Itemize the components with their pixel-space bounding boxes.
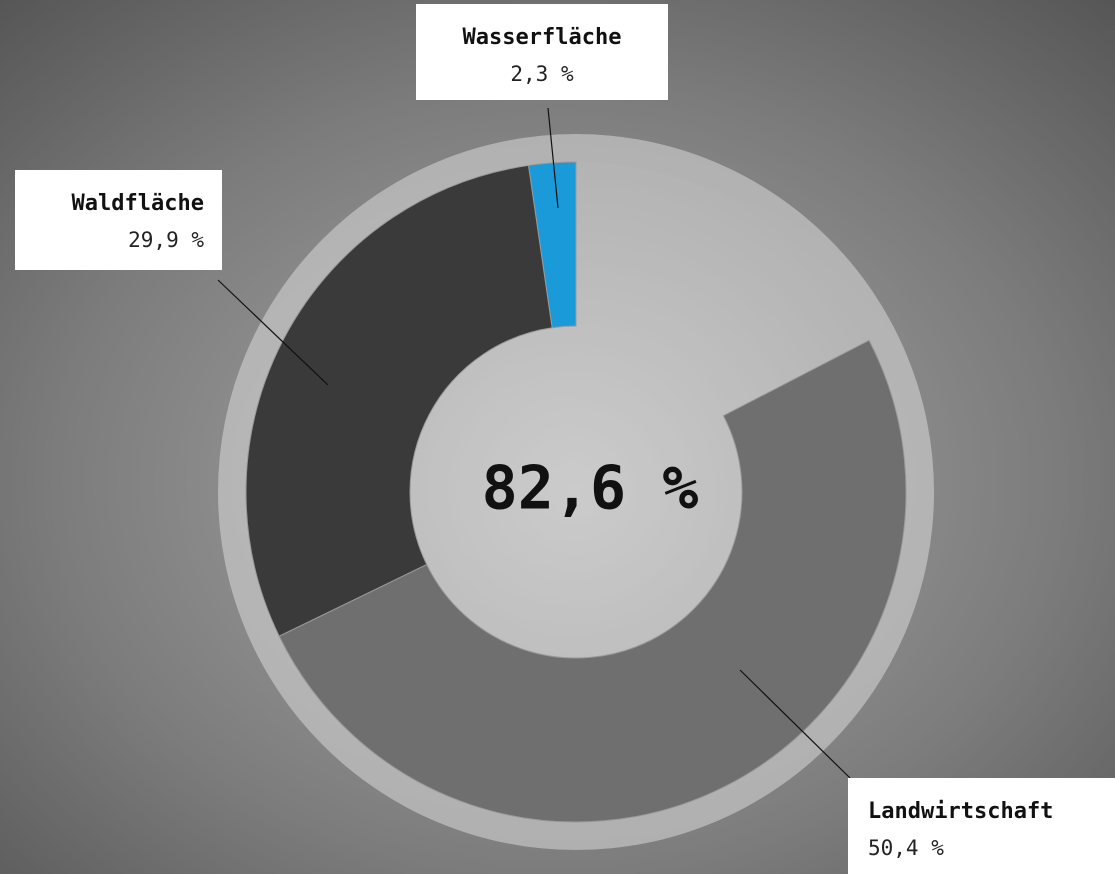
label-value: 50,4 %: [868, 836, 944, 860]
label-name: Waldfläche: [72, 191, 204, 216]
leader-line: [217, 279, 329, 386]
center-label: 82,6 %: [482, 454, 699, 524]
label-box: [15, 170, 222, 270]
label-value: 2,3 %: [510, 62, 574, 86]
label-name: Landwirtschaft: [868, 799, 1053, 824]
leader-line: [739, 669, 851, 779]
label-box: [848, 778, 1115, 874]
slices: [245, 161, 907, 823]
leader-line: [547, 107, 559, 209]
donut-slice: [245, 164, 553, 637]
label-name: Wasserfläche: [463, 25, 622, 50]
donut-slice: [278, 339, 907, 823]
labels: Wasserfläche 2,3 % Waldfläche 29,9 % Landwir…: [15, 4, 1115, 874]
label-value: 29,9 %: [128, 228, 204, 252]
label-box: [416, 4, 668, 100]
